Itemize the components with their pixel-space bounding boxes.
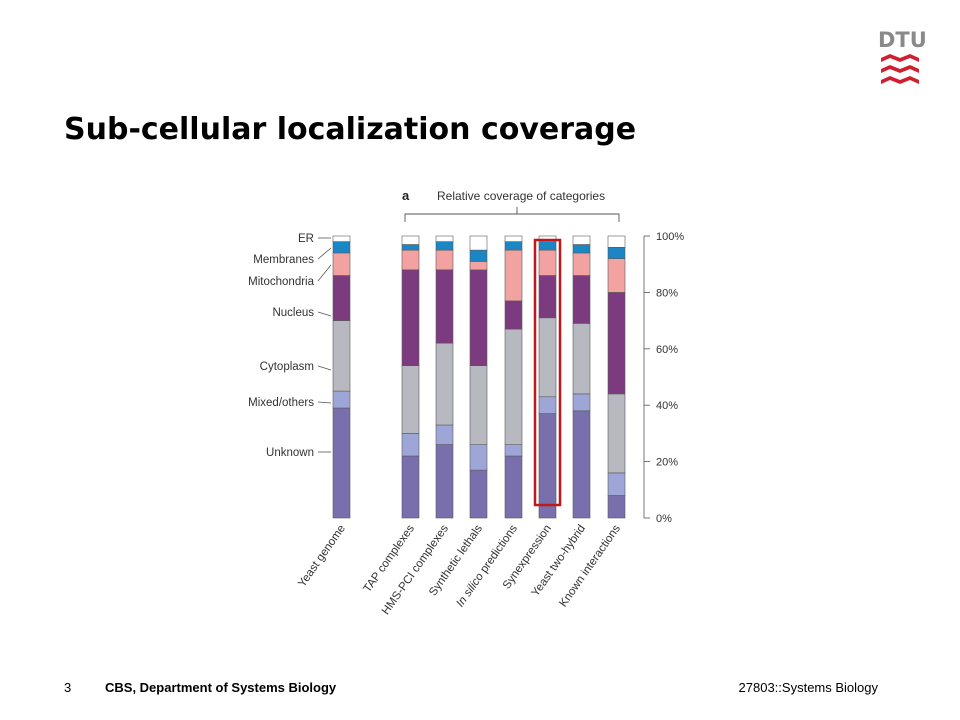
- bar-segment-known-interactions-er: [607, 235, 626, 248]
- bar-segment-synexpression-cytoplasm: [538, 317, 557, 398]
- bar-segment-hms-pci-complexes-mixed-others: [435, 424, 454, 445]
- bar-segment-yeast-genome-nucleus: [332, 275, 351, 321]
- bar-segment-hms-pci-complexes-membranes: [435, 241, 454, 251]
- bar-segment-yeast-two-hybrid-membranes: [572, 244, 591, 254]
- category-label: In silico predictions: [454, 523, 520, 610]
- bar-segment-in-silico-predictions-membranes: [504, 241, 523, 251]
- legend-label-er: ER: [298, 233, 314, 245]
- bracket-line: [404, 207, 620, 222]
- dtu-logo-text: DTU: [878, 28, 927, 52]
- category-label: HMS-PCI complexes: [380, 523, 451, 618]
- bar-segment-synthetic-lethals-mixed-others: [469, 444, 488, 471]
- bar-segment-known-interactions-unknown: [607, 495, 626, 519]
- panel-label: a: [402, 188, 410, 203]
- bar-segment-in-silico-predictions-er: [504, 235, 523, 242]
- bar-segment-yeast-two-hybrid-mixed-others: [572, 393, 591, 412]
- bar-segment-yeast-two-hybrid-cytoplasm: [572, 323, 591, 395]
- dtu-logo: DTU: [878, 28, 927, 88]
- category-label: Known interactions: [557, 523, 623, 610]
- bar-segment-tap-complexes-mixed-others: [401, 433, 420, 457]
- bar-segment-yeast-genome-mitochondria: [332, 252, 351, 276]
- bar-segment-hms-pci-complexes-cytoplasm: [435, 342, 454, 426]
- legend-leader-line: [317, 264, 332, 282]
- y-tick-label: 40%: [656, 400, 678, 412]
- bar-segment-known-interactions-mitochondria: [607, 258, 626, 293]
- bar-segment-yeast-two-hybrid-unknown: [572, 410, 591, 519]
- bar-segment-tap-complexes-membranes: [401, 244, 420, 251]
- category-label: Yeast genome: [296, 523, 348, 590]
- bar-segment-tap-complexes-unknown: [401, 455, 420, 519]
- bar-segment-hms-pci-complexes-er: [435, 235, 454, 242]
- y-tick-label: 0%: [656, 513, 672, 525]
- bar-segment-in-silico-predictions-nucleus: [504, 300, 523, 330]
- bar-segment-in-silico-predictions-unknown: [504, 455, 523, 519]
- bar-segment-synexpression-unknown: [538, 413, 557, 519]
- legend-leader-line: [317, 311, 332, 317]
- legend-label-membranes: Membranes: [253, 254, 314, 266]
- bar-segment-tap-complexes-er: [401, 235, 420, 245]
- legend-label-unknown: Unknown: [266, 447, 314, 459]
- bar-segment-synexpression-membranes: [538, 241, 557, 251]
- bar-segment-yeast-two-hybrid-nucleus: [572, 275, 591, 324]
- bar-segment-in-silico-predictions-mixed-others: [504, 444, 523, 457]
- bar-segment-yeast-two-hybrid-mitochondria: [572, 252, 591, 276]
- bar-segment-tap-complexes-cytoplasm: [401, 365, 420, 434]
- bar-segment-yeast-genome-cytoplasm: [332, 320, 351, 392]
- bar-segment-tap-complexes-mitochondria: [401, 249, 420, 271]
- footer-page-number: 3: [64, 680, 72, 695]
- slide-title: Sub-cellular localization coverage: [64, 112, 637, 147]
- legend-label-mixed-others: Mixed/others: [248, 397, 314, 409]
- legend-leader-line: [317, 365, 332, 371]
- bar-segment-known-interactions-mixed-others: [607, 472, 626, 496]
- bar-segment-synexpression-mitochondria: [538, 249, 557, 276]
- bar-segment-synexpression-mixed-others: [538, 396, 557, 414]
- highlight-box: [533, 238, 562, 507]
- bar-segment-synthetic-lethals-membranes: [469, 249, 488, 262]
- legend-leader-line: [317, 401, 332, 404]
- y-tick-label: 20%: [656, 457, 678, 469]
- bar-segment-hms-pci-complexes-nucleus: [435, 269, 454, 344]
- bar-segment-tap-complexes-nucleus: [401, 269, 420, 366]
- footer-course: 27803::Systems Biology: [738, 680, 878, 695]
- bar-segment-yeast-genome-mixed-others: [332, 390, 351, 409]
- bar-segment-hms-pci-complexes-mitochondria: [435, 249, 454, 271]
- bar-segment-synexpression-nucleus: [538, 275, 557, 319]
- bar-segment-synthetic-lethals-nucleus: [469, 269, 488, 366]
- bar-segment-yeast-genome-membranes: [332, 241, 351, 254]
- y-tick-label: 100%: [656, 231, 684, 243]
- legend-label-mitochondria: Mitochondria: [248, 276, 314, 288]
- bar-segment-synthetic-lethals-mitochondria: [469, 261, 488, 271]
- bar-segment-yeast-genome-unknown: [332, 407, 351, 519]
- legend-label-cytoplasm: Cytoplasm: [260, 361, 314, 373]
- bar-segment-known-interactions-cytoplasm: [607, 393, 626, 474]
- bar-segment-hms-pci-complexes-unknown: [435, 444, 454, 519]
- footer-organization: CBS, Department of Systems Biology: [105, 680, 337, 695]
- legend-label-nucleus: Nucleus: [272, 307, 314, 319]
- bar-segment-known-interactions-membranes: [607, 247, 626, 259]
- bar-segment-synthetic-lethals-unknown: [469, 469, 488, 519]
- bar-segment-yeast-two-hybrid-er: [572, 235, 591, 245]
- legend-leader-line: [317, 247, 332, 260]
- bracket-label: Relative coverage of categories: [437, 189, 605, 203]
- bar-segment-in-silico-predictions-cytoplasm: [504, 328, 523, 446]
- dtu-logo-waves-icon: [881, 54, 919, 84]
- bar-segment-synthetic-lethals-cytoplasm: [469, 365, 488, 446]
- bar-segment-yeast-genome-er: [332, 235, 351, 242]
- y-tick-label: 80%: [656, 287, 678, 299]
- bar-segment-synthetic-lethals-er: [469, 235, 488, 251]
- bar-segment-in-silico-predictions-mitochondria: [504, 249, 523, 302]
- y-tick-label: 60%: [656, 344, 678, 356]
- bar-segment-known-interactions-nucleus: [607, 292, 626, 395]
